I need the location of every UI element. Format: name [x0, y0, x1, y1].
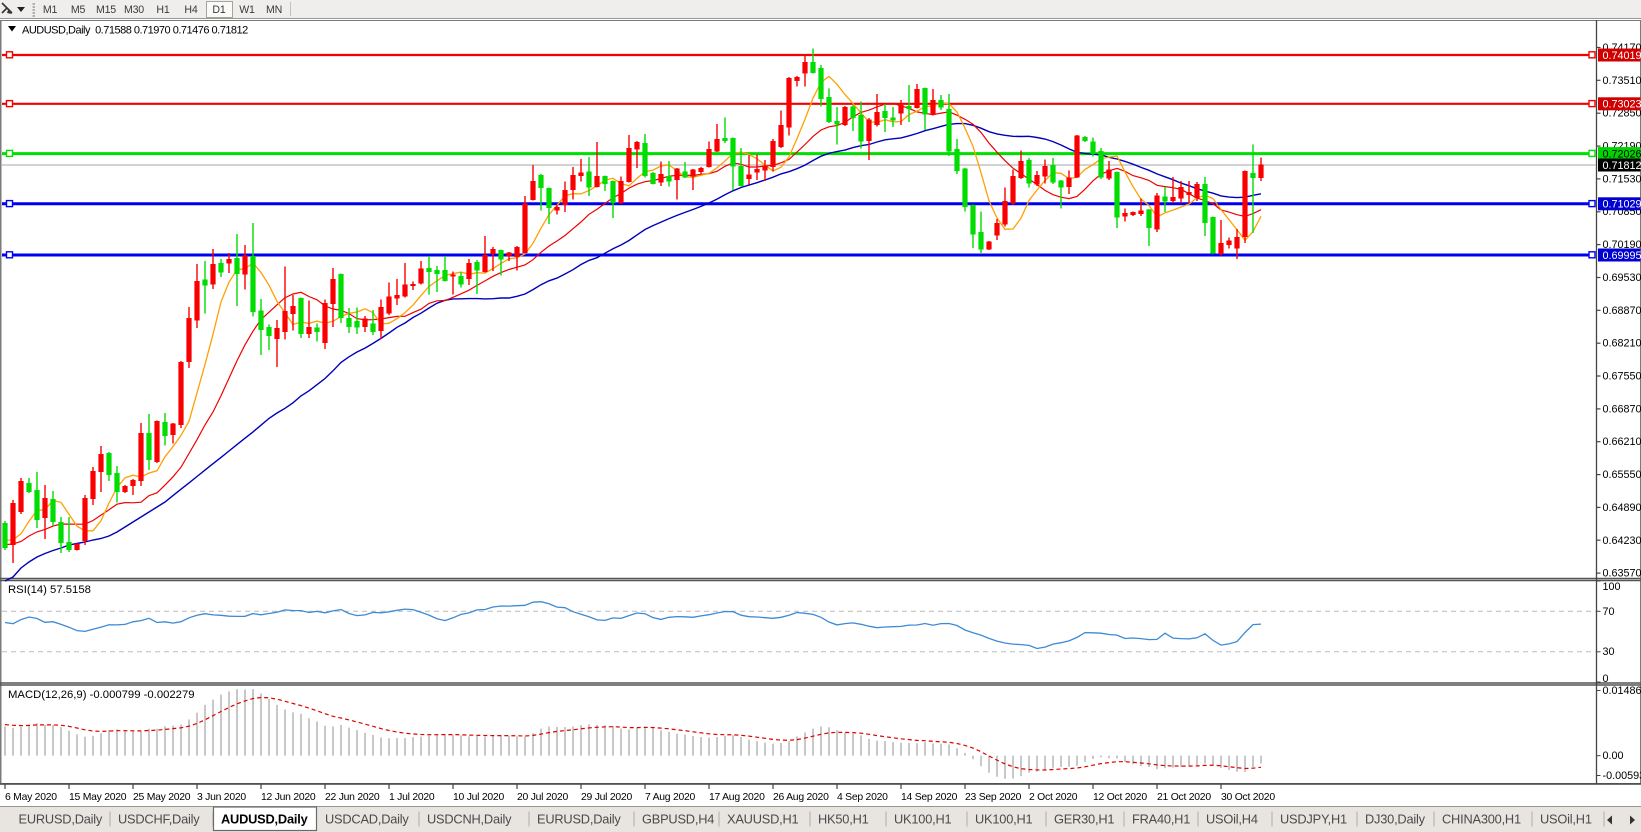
svg-text:H4: H4 [184, 4, 197, 16]
svg-text:23 Sep 2020: 23 Sep 2020 [965, 792, 1022, 803]
svg-text:USDCNH,Daily: USDCNH,Daily [427, 812, 512, 827]
svg-text:-0.005938: -0.005938 [1603, 770, 1641, 782]
svg-text:12 Jun 2020: 12 Jun 2020 [261, 792, 316, 803]
svg-text:4 Sep 2020: 4 Sep 2020 [837, 792, 888, 803]
svg-text:0.72026: 0.72026 [1603, 148, 1641, 160]
svg-text:100: 100 [1603, 581, 1621, 593]
svg-text:USDJPY,H1: USDJPY,H1 [1280, 812, 1347, 827]
svg-text:0.65550: 0.65550 [1603, 469, 1641, 481]
svg-text:M30: M30 [124, 4, 144, 16]
svg-text:20 Jul 2020: 20 Jul 2020 [517, 792, 568, 803]
svg-text:21 Oct 2020: 21 Oct 2020 [1157, 792, 1211, 803]
svg-text:0.71029: 0.71029 [1603, 199, 1641, 211]
svg-text:UK100,H1: UK100,H1 [975, 812, 1033, 827]
svg-text:10 Jul 2020: 10 Jul 2020 [453, 792, 504, 803]
svg-text:CHINA300,H1: CHINA300,H1 [1442, 812, 1521, 827]
svg-text:0.73023: 0.73023 [1603, 99, 1641, 111]
svg-text:70: 70 [1603, 606, 1615, 618]
svg-text:0.66870: 0.66870 [1603, 403, 1641, 415]
svg-text:0.72850: 0.72850 [1603, 108, 1641, 120]
svg-text:15 May 2020: 15 May 2020 [69, 792, 127, 803]
svg-text:D1: D1 [212, 4, 225, 16]
svg-text:AUDUSD,Daily 0.71588 0.71970: AUDUSD,Daily 0.71588 0.71970 0.71476 0.7… [22, 25, 248, 37]
svg-text:0.63570: 0.63570 [1603, 568, 1641, 580]
svg-text:GBPUSD,H4: GBPUSD,H4 [642, 812, 714, 827]
svg-text:W1: W1 [239, 4, 255, 16]
svg-text:0.69995: 0.69995 [1603, 250, 1641, 262]
svg-text:22 Jun 2020: 22 Jun 2020 [325, 792, 380, 803]
svg-text:M15: M15 [96, 4, 116, 16]
svg-text:25 May 2020: 25 May 2020 [133, 792, 191, 803]
svg-text:UK100,H1: UK100,H1 [894, 812, 952, 827]
svg-text:29 Jul 2020: 29 Jul 2020 [581, 792, 632, 803]
svg-text:30 Oct 2020: 30 Oct 2020 [1221, 792, 1275, 803]
svg-text:0.64230: 0.64230 [1603, 535, 1641, 547]
svg-text:M5: M5 [71, 4, 86, 16]
svg-text:0.68870: 0.68870 [1603, 305, 1641, 317]
svg-text:HK50,H1: HK50,H1 [818, 812, 869, 827]
svg-text:DJ30,Daily: DJ30,Daily [1365, 812, 1426, 827]
svg-text:30: 30 [1603, 646, 1615, 658]
svg-text:MACD(12,26,9) -0.000799 -0.002: MACD(12,26,9) -0.000799 -0.002279 [8, 689, 195, 701]
svg-text:12 Oct 2020: 12 Oct 2020 [1093, 792, 1147, 803]
svg-text:USOil,H4: USOil,H4 [1206, 812, 1258, 827]
svg-text:RSI(14) 57.5158: RSI(14) 57.5158 [8, 584, 91, 596]
svg-text:USOil,H1: USOil,H1 [1540, 812, 1592, 827]
svg-text:0.71530: 0.71530 [1603, 173, 1641, 185]
svg-text:EURUSD,Daily: EURUSD,Daily [537, 812, 621, 827]
svg-text:6 May 2020: 6 May 2020 [5, 792, 57, 803]
svg-text:0.70190: 0.70190 [1603, 239, 1641, 251]
svg-text:USDCHF,Daily: USDCHF,Daily [118, 812, 200, 827]
svg-text:2 Oct 2020: 2 Oct 2020 [1029, 792, 1078, 803]
svg-text:3 Jun 2020: 3 Jun 2020 [197, 792, 246, 803]
svg-text:XAUUSD,H1: XAUUSD,H1 [727, 812, 799, 827]
svg-text:0.67550: 0.67550 [1603, 371, 1641, 383]
svg-text:0.73510: 0.73510 [1603, 75, 1641, 87]
svg-text:FRA40,H1: FRA40,H1 [1132, 812, 1190, 827]
svg-text:17 Aug 2020: 17 Aug 2020 [709, 792, 765, 803]
svg-text:USDCAD,Daily: USDCAD,Daily [325, 812, 409, 827]
svg-text:AUDUSD,Daily: AUDUSD,Daily [221, 812, 309, 827]
svg-text:14 Sep 2020: 14 Sep 2020 [901, 792, 958, 803]
svg-text:0.71812: 0.71812 [1603, 160, 1641, 172]
svg-text:0.74019: 0.74019 [1603, 50, 1641, 62]
svg-text:26 Aug 2020: 26 Aug 2020 [773, 792, 829, 803]
svg-text:EURUSD,Daily: EURUSD,Daily [19, 812, 103, 827]
svg-text:1 Jul 2020: 1 Jul 2020 [389, 792, 435, 803]
svg-text:0.64890: 0.64890 [1603, 502, 1641, 514]
svg-text:0.69530: 0.69530 [1603, 272, 1641, 284]
svg-text:GER30,H1: GER30,H1 [1054, 812, 1114, 827]
svg-text:0.014861: 0.014861 [1603, 685, 1641, 697]
svg-text:MN: MN [266, 4, 282, 16]
svg-text:7 Aug 2020: 7 Aug 2020 [645, 792, 696, 803]
svg-text:0.66210: 0.66210 [1603, 436, 1641, 448]
svg-text:0.00: 0.00 [1603, 750, 1624, 762]
svg-text:H1: H1 [156, 4, 169, 16]
svg-text:0: 0 [1603, 673, 1609, 685]
svg-text:M1: M1 [43, 4, 58, 16]
svg-text:0.68210: 0.68210 [1603, 338, 1641, 350]
